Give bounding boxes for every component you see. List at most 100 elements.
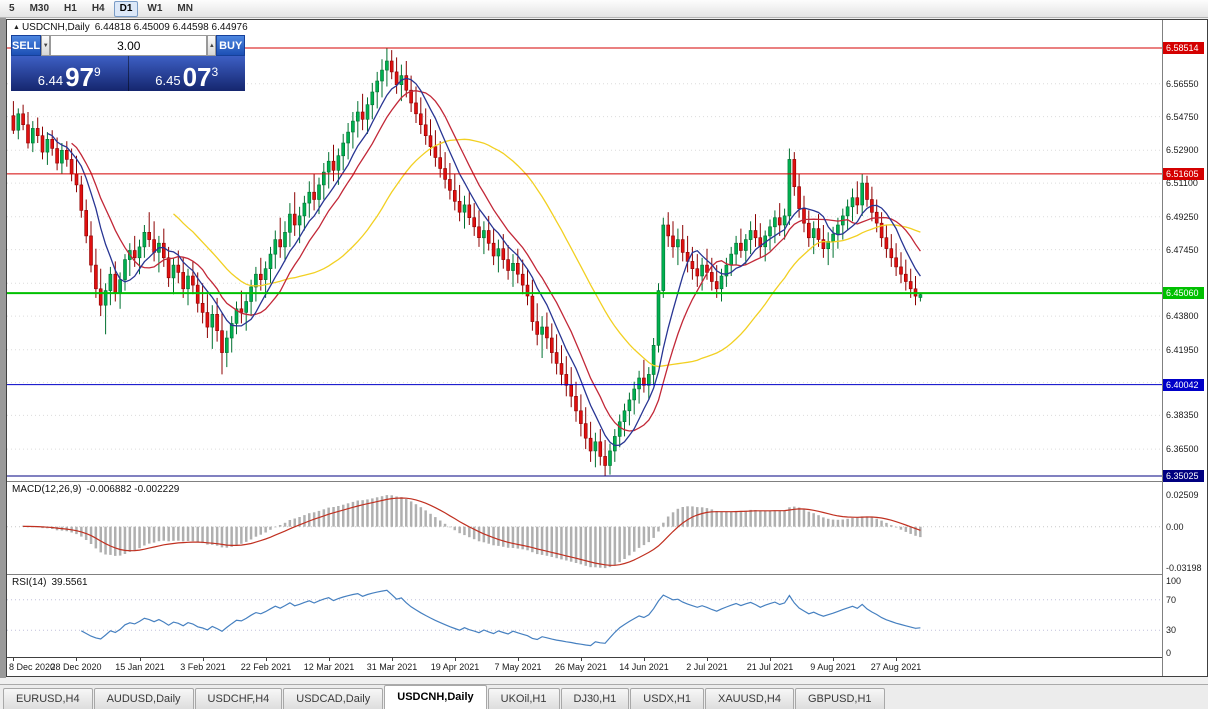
macd-histogram: [21, 495, 922, 569]
sell-button[interactable]: SELL: [11, 35, 42, 56]
price-line-badge: 6.51605: [1163, 168, 1204, 180]
candle: [389, 50, 394, 80]
candle: [549, 323, 554, 364]
chart-tab-usdcnh-daily[interactable]: USDCNH,Daily: [384, 685, 487, 709]
candle: [918, 294, 923, 302]
candle: [477, 210, 481, 247]
chart-tab-usdcad-daily[interactable]: USDCAD,Daily: [283, 688, 384, 709]
candle: [559, 345, 564, 386]
timeframe-button-m30[interactable]: M30: [29, 2, 50, 14]
volume-up-button[interactable]: ▲: [207, 35, 217, 56]
candle: [11, 101, 16, 134]
chart-title-ohlc: 6.44818 6.45009 6.44598 6.44976: [94, 22, 248, 33]
candle: [525, 268, 530, 306]
date-tick: [76, 658, 77, 661]
price-line-badge: 6.40042: [1163, 379, 1204, 391]
buy-button[interactable]: BUY: [216, 35, 245, 56]
candle: [360, 93, 365, 131]
date-axis-label: 3 Feb 2021: [180, 662, 226, 672]
chart-tab-audusd-daily[interactable]: AUDUSD,Daily: [93, 688, 194, 709]
candle: [806, 210, 811, 247]
candle: [724, 257, 729, 287]
date-tick: [13, 658, 14, 661]
candle: [21, 104, 25, 131]
candle: [579, 394, 583, 437]
chart-tab-xauusd-h4[interactable]: XAUUSD,H4: [704, 688, 794, 709]
candle: [418, 97, 423, 134]
chart-tab-gbpusd-h1[interactable]: GBPUSD,H1: [794, 688, 885, 709]
candle: [35, 117, 40, 143]
date-axis-label: 2 Jul 2021: [686, 662, 728, 672]
sell-price[interactable]: 6.44 97 9: [11, 56, 129, 91]
candle: [254, 266, 258, 302]
candle: [205, 294, 210, 338]
candle: [743, 234, 748, 266]
ma-line-13: [71, 90, 921, 432]
timeframe-button-5[interactable]: 5: [9, 2, 15, 14]
candle: [753, 214, 758, 247]
volume-input[interactable]: [50, 35, 208, 56]
candle: [511, 254, 515, 287]
timeframe-button-d1[interactable]: D1: [113, 0, 139, 17]
timeframe-button-mn[interactable]: MN: [177, 2, 193, 14]
timeframe-button-w1[interactable]: W1: [147, 2, 163, 14]
chart-tab-usdchf-h4[interactable]: USDCHF,H4: [194, 688, 283, 709]
date-axis-label: 15 Jan 2021: [115, 662, 165, 672]
price-axis-label: 6.54750: [1166, 112, 1199, 122]
candle: [661, 217, 666, 298]
candle: [404, 61, 409, 98]
macd-chart: [7, 495, 1162, 569]
candle: [622, 403, 627, 437]
candle: [836, 217, 840, 249]
candle: [739, 228, 743, 258]
price-axis-label: 6.52900: [1166, 145, 1199, 155]
candle: [229, 316, 234, 353]
candle: [263, 261, 268, 298]
buy-price[interactable]: 6.45 07 3: [129, 56, 246, 91]
buy-price-sup: 3: [211, 65, 219, 79]
candle: [588, 421, 593, 462]
candle: [351, 112, 355, 149]
rsi-pane: RSI(14) 39.5561: [7, 574, 1162, 657]
candle: [312, 174, 316, 211]
sell-price-small: 6.44: [37, 73, 64, 88]
candle: [676, 228, 680, 266]
candle: [355, 101, 360, 138]
date-axis: 8 Dec 2020 28 Dec 2020 15 Jan 2021 3 Feb 20…: [7, 657, 1162, 676]
chart-tab-dj30-h1[interactable]: DJ30,H1: [560, 688, 630, 709]
date-axis-label: 26 May 2021: [554, 662, 608, 672]
date-tick: [140, 658, 141, 661]
chart-tab-usdx-h1[interactable]: USDX,H1: [630, 688, 704, 709]
rsi-axis-label: 30: [1166, 625, 1177, 635]
price-axis-label: 6.38350: [1166, 410, 1199, 420]
candle: [651, 338, 656, 386]
date-tick: [266, 658, 267, 661]
candle: [666, 212, 671, 247]
candle: [423, 108, 428, 145]
date-tick: [392, 658, 393, 661]
chart-tab-ukoil-h1[interactable]: UKOil,H1: [487, 688, 560, 709]
candle: [903, 259, 908, 291]
chart-tabs-bar: EURUSD,H4 AUDUSD,Daily USDCHF,H4 USDCAD,Dai…: [0, 684, 1208, 709]
candle: [64, 141, 69, 167]
candle: [802, 195, 806, 233]
timeframe-button-h1[interactable]: H1: [64, 2, 77, 14]
candle: [331, 144, 336, 182]
price-axis-label: 6.47450: [1166, 245, 1199, 255]
candle: [758, 223, 763, 258]
candle: [554, 334, 559, 375]
rsi-value: 39.5561: [51, 577, 88, 588]
price-axis[interactable]: 6.56550 6.54750 6.52900 6.51100 6.49250 6.474…: [1162, 20, 1207, 676]
ma-line-34: [173, 138, 921, 368]
candle: [583, 407, 588, 450]
candle: [84, 199, 88, 244]
candle: [642, 359, 646, 393]
chart-tab-eurusd-h4[interactable]: EURUSD,H4: [3, 688, 93, 709]
timeframe-button-h4[interactable]: H4: [91, 2, 105, 14]
date-tick: [770, 658, 771, 661]
candle: [763, 230, 768, 262]
candle: [326, 152, 331, 189]
volume-down-button[interactable]: ▼: [41, 35, 51, 56]
date-tick: [329, 658, 330, 661]
date-tick: [707, 658, 708, 661]
